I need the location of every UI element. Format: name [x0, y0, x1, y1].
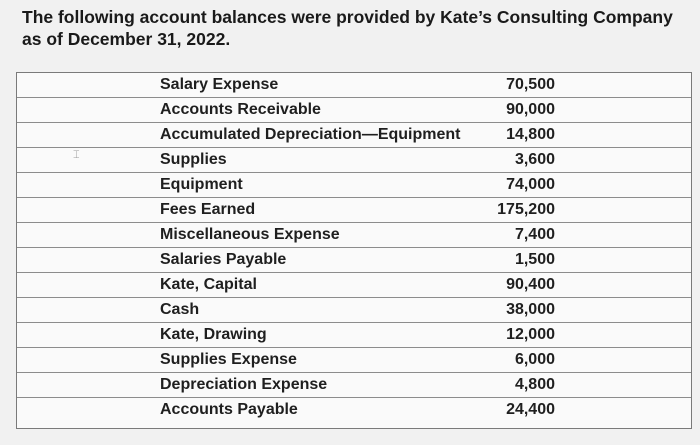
table-row: Equipment 74,000 — [17, 173, 691, 198]
account-amount: 90,000 — [506, 101, 555, 118]
table-row: Fees Earned 175,200 — [17, 198, 691, 223]
table-row: Supplies 3,600 — [17, 148, 691, 173]
account-name: Accounts Receivable — [160, 101, 321, 118]
account-balances-table: Salary Expense 70,500 Accounts Receivabl… — [16, 72, 692, 429]
account-name: Accumulated Depreciation—Equipment — [160, 126, 461, 143]
account-name: Fees Earned — [160, 201, 256, 218]
table-row: Depreciation Expense 4,800 — [17, 373, 691, 398]
account-amount: 3,600 — [514, 151, 555, 168]
account-amount: 6,000 — [514, 351, 555, 368]
account-amount: 4,800 — [514, 376, 555, 393]
question-text: The following account balances were prov… — [22, 7, 673, 49]
account-name: Salaries Payable — [160, 251, 287, 268]
account-name: Depreciation Expense — [160, 376, 328, 393]
account-amount: 175,200 — [497, 201, 555, 218]
account-name: Cash — [160, 301, 200, 318]
table-row: Miscellaneous Expense 7,400 — [17, 223, 691, 248]
account-name: Supplies — [160, 151, 227, 168]
table-row: Accounts Receivable 90,000 — [17, 98, 691, 123]
account-amount: 12,000 — [506, 326, 555, 343]
account-name: Salary Expense — [160, 76, 279, 93]
account-amount: 7,400 — [514, 226, 555, 243]
table-row: Kate, Capital 90,400 — [17, 273, 691, 298]
table-row: Accounts Payable 24,400 — [17, 398, 691, 423]
account-amount: 24,400 — [506, 401, 555, 418]
table-row: Kate, Drawing 12,000 — [17, 323, 691, 348]
account-amount: 70,500 — [506, 76, 555, 93]
table-row: Accumulated Depreciation—Equipment 14,80… — [17, 123, 691, 148]
table-row: Salaries Payable 1,500 — [17, 248, 691, 273]
table-row: Supplies Expense 6,000 — [17, 348, 691, 373]
account-amount: 1,500 — [514, 251, 555, 268]
account-name: Kate, Capital — [160, 276, 257, 293]
table-row: Cash 38,000 — [17, 298, 691, 323]
account-name: Supplies Expense — [160, 351, 297, 368]
account-name: Equipment — [160, 176, 243, 193]
account-amount: 90,400 — [506, 276, 555, 293]
text-cursor-icon: ⌶ — [73, 148, 80, 161]
table-row: Salary Expense 70,500 — [17, 73, 691, 98]
account-amount: 38,000 — [506, 301, 555, 318]
account-amount: 14,800 — [506, 126, 555, 143]
account-name: Accounts Payable — [160, 401, 298, 418]
account-name: Kate, Drawing — [160, 326, 267, 343]
account-name: Miscellaneous Expense — [160, 226, 340, 243]
account-amount: 74,000 — [506, 176, 555, 193]
